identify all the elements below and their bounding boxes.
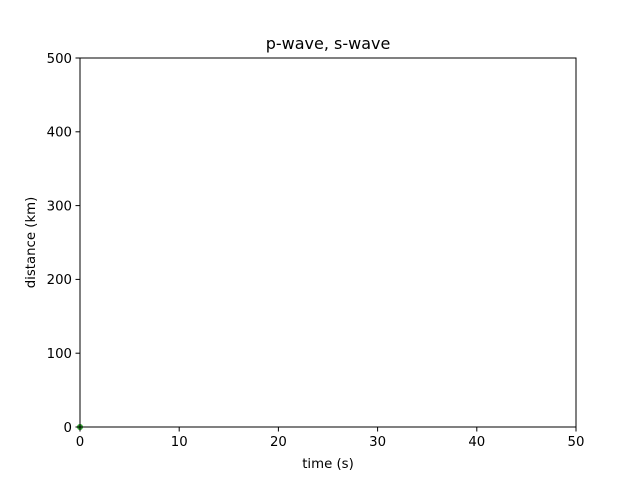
chart-title: p-wave, s-wave — [266, 34, 391, 53]
y-tick-label: 0 — [64, 421, 72, 436]
y-tick-label: 200 — [47, 273, 72, 288]
x-tick-label: 20 — [270, 435, 287, 450]
y-tick-label: 300 — [47, 199, 72, 214]
x-axis-label: time (s) — [302, 457, 354, 472]
x-tick-label: 10 — [171, 435, 188, 450]
x-tick-label: 30 — [369, 435, 386, 450]
y-tick-label: 500 — [47, 52, 72, 67]
x-axis: 0 10 20 30 40 50 — [76, 427, 585, 450]
y-tick-label: 400 — [47, 126, 72, 141]
x-tick-label: 50 — [568, 435, 585, 450]
x-tick-label: 40 — [468, 435, 485, 450]
y-axis: 0 100 200 300 400 500 — [47, 52, 80, 436]
y-tick-label: 100 — [47, 347, 72, 362]
plot-frame — [79, 57, 577, 428]
x-tick-label: 0 — [76, 435, 84, 450]
y-axis-label: distance (km) — [24, 197, 39, 289]
